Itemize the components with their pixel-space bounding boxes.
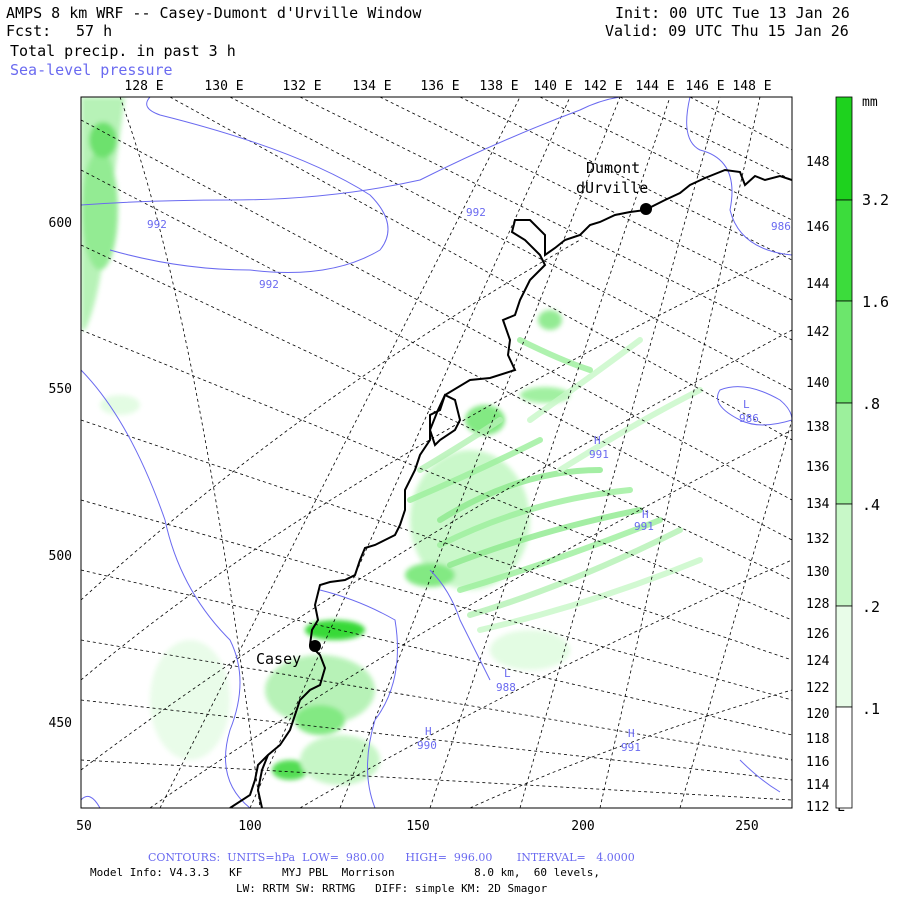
casey-label: Casey: [256, 650, 301, 668]
dumont-label-line2: dUrville: [576, 179, 648, 197]
top-longitude-label: 136 E: [420, 79, 459, 94]
right-longitude-label: 148 E: [806, 155, 845, 170]
contour-info: CONTOURS: UNITS=hPa LOW= 980.00 HIGH= 99…: [148, 851, 635, 864]
high-center-label: H: [594, 434, 601, 447]
top-longitude-label: 142 E: [583, 79, 622, 94]
top-longitude-label: 130 E: [204, 79, 243, 94]
x-tick-label: 250: [735, 819, 758, 834]
casey-station-dot: [309, 640, 321, 652]
colorbar-label: .2: [862, 598, 880, 616]
station-markers: [309, 203, 652, 652]
right-longitude-label: 134 E: [806, 497, 845, 512]
top-longitude-label: 128 E: [124, 79, 163, 94]
forecast-label: Fcst:: [6, 22, 52, 40]
right-longitude-label: 142 E: [806, 325, 845, 340]
colorbar-swatch: [835, 199, 853, 302]
high-center-label: H: [628, 727, 635, 740]
isobar-label: 986: [771, 220, 791, 233]
init-time: Init: 00 UTC Tue 13 Jan 26: [615, 4, 850, 22]
colorbar-label: .4: [862, 496, 880, 514]
isobar-label: 992: [147, 218, 167, 231]
x-tick-label: 50: [76, 819, 92, 834]
forecast-hours: 57 h: [76, 22, 113, 40]
right-longitude-label: 114 E: [806, 778, 845, 793]
y-tick-label: 450: [49, 716, 72, 731]
top-longitude-label: 144 E: [635, 79, 674, 94]
right-longitude-label: 140 E: [806, 376, 845, 391]
field-label: Total precip. in past 3 h: [10, 42, 236, 60]
x-tick-label: 200: [571, 819, 594, 834]
low-center-label: L: [504, 667, 511, 680]
colorbar-label: .1: [862, 700, 880, 718]
right-longitude-label: 138 E: [806, 420, 845, 435]
colorbar-swatch: [835, 605, 853, 708]
isobar-label: 986: [739, 412, 759, 425]
isobar-label: 991: [589, 448, 609, 461]
isobars: [81, 97, 792, 808]
colorbar-label: .8: [862, 395, 880, 413]
right-longitude-label: 136 E: [806, 460, 845, 475]
colorbar-label: 3.2: [862, 191, 889, 209]
right-longitude-label: 112 E: [806, 800, 845, 815]
latlon-grid: [81, 97, 792, 808]
colorbar-label: 1.6: [862, 293, 889, 311]
colorbar-swatch: [835, 706, 853, 809]
high-center-label: H: [425, 725, 432, 738]
plot-frame: [80, 96, 793, 809]
dumont-durville-station-dot: [640, 203, 652, 215]
y-tick-label: 550: [49, 382, 72, 397]
x-tick-label: 150: [406, 819, 429, 834]
isobar-label: 991: [621, 741, 641, 754]
model-info: Model Info: V4.3.3 KF MYJ PBL Morrison 8…: [90, 866, 600, 879]
y-tick-label: 600: [49, 216, 72, 231]
top-longitude-label: 140 E: [533, 79, 572, 94]
right-longitude-label: 118 E: [806, 732, 845, 747]
colorbar-swatch: [835, 96, 853, 201]
low-center-label: L: [743, 398, 750, 411]
right-longitude-label: 116 E: [806, 755, 845, 770]
high-center-label: H: [642, 508, 649, 521]
isobar-label: 988: [496, 681, 516, 694]
top-longitude-label: 134 E: [352, 79, 391, 94]
right-longitude-label: 130 E: [806, 565, 845, 580]
top-longitude-label: 148 E: [732, 79, 771, 94]
right-longitude-label: 120 E: [806, 707, 845, 722]
top-longitude-label: 138 E: [479, 79, 518, 94]
dumont-label-line1: Dumont: [586, 159, 640, 177]
colorbar-swatch: [835, 503, 853, 607]
top-longitude-label: 146 E: [685, 79, 724, 94]
overlay-label: Sea-level pressure: [10, 61, 173, 79]
top-longitude-label: 132 E: [282, 79, 321, 94]
isobar-label: 992: [466, 206, 486, 219]
right-longitude-label: 132 E: [806, 532, 845, 547]
valid-time: Valid: 09 UTC Thu 15 Jan 26: [605, 22, 849, 40]
right-longitude-label: 146 E: [806, 220, 845, 235]
isobar-label: 990: [417, 739, 437, 752]
physics-info: LW: RRTM SW: RRTMG DIFF: simple KM: 2D S…: [236, 882, 548, 895]
right-longitude-label: 144 E: [806, 277, 845, 292]
right-longitude-label: 126 E: [806, 627, 845, 642]
colorbar: mm 3.2 1.6 .8 .4 .2 .1: [835, 95, 889, 809]
x-tick-label: 100: [238, 819, 261, 834]
colorbar-swatch: [835, 300, 853, 404]
right-longitude-label: 122 E: [806, 681, 845, 696]
isobar-label: 991: [634, 520, 654, 533]
y-tick-label: 500: [49, 549, 72, 564]
isobar-label: 992: [259, 278, 279, 291]
colorbar-unit: mm: [862, 95, 878, 110]
coastline: [229, 168, 792, 808]
right-longitude-label: 128 E: [806, 597, 845, 612]
map-title: AMPS 8 km WRF -- Casey-Dumont d'Urville …: [6, 4, 422, 22]
right-longitude-label: 124 E: [806, 654, 845, 669]
colorbar-swatch: [835, 402, 853, 505]
